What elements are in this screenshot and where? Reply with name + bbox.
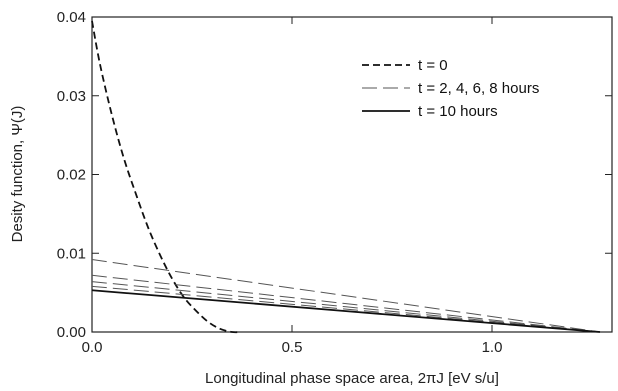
legend-label-t2-8: t = 2, 4, 6, 8 hours xyxy=(418,80,539,97)
y-tick-label-4: 0.04 xyxy=(57,9,86,26)
ticks xyxy=(91,16,612,333)
series-line-1-1 xyxy=(91,274,601,333)
series-layer xyxy=(91,20,601,334)
series-line-2-0 xyxy=(91,289,601,333)
series-line-1-3 xyxy=(91,285,601,333)
x-tick-label-0: 0.0 xyxy=(82,339,103,356)
x-tick-label-2: 1.0 xyxy=(482,339,503,356)
series-line-0-0 xyxy=(91,20,241,334)
y-tick-label-1: 0.01 xyxy=(57,245,86,262)
legend-label-t0: t = 0 xyxy=(418,57,448,74)
y-tick-label-3: 0.03 xyxy=(57,88,86,105)
series-line-1-0 xyxy=(91,259,601,333)
series-line-1-2 xyxy=(91,281,601,333)
y-tick-label-2: 0.02 xyxy=(57,167,86,184)
legend: t = 0 t = 2, 4, 6, 8 hours t = 10 hours xyxy=(362,57,539,120)
y-tick-label-0: 0.00 xyxy=(57,324,86,341)
y-axis-title: Desity function, Ψ(J) xyxy=(9,106,26,243)
plot-frame xyxy=(91,16,613,333)
x-axis-title: Longitudinal phase space area, 2πJ [eV s… xyxy=(205,370,499,387)
x-tick-label-1: 0.5 xyxy=(282,339,303,356)
tick-labels: 0.0 0.5 1.0 0.00 0.01 0.02 0.03 0.04 xyxy=(57,9,503,356)
legend-label-t10: t = 10 hours xyxy=(418,103,498,120)
